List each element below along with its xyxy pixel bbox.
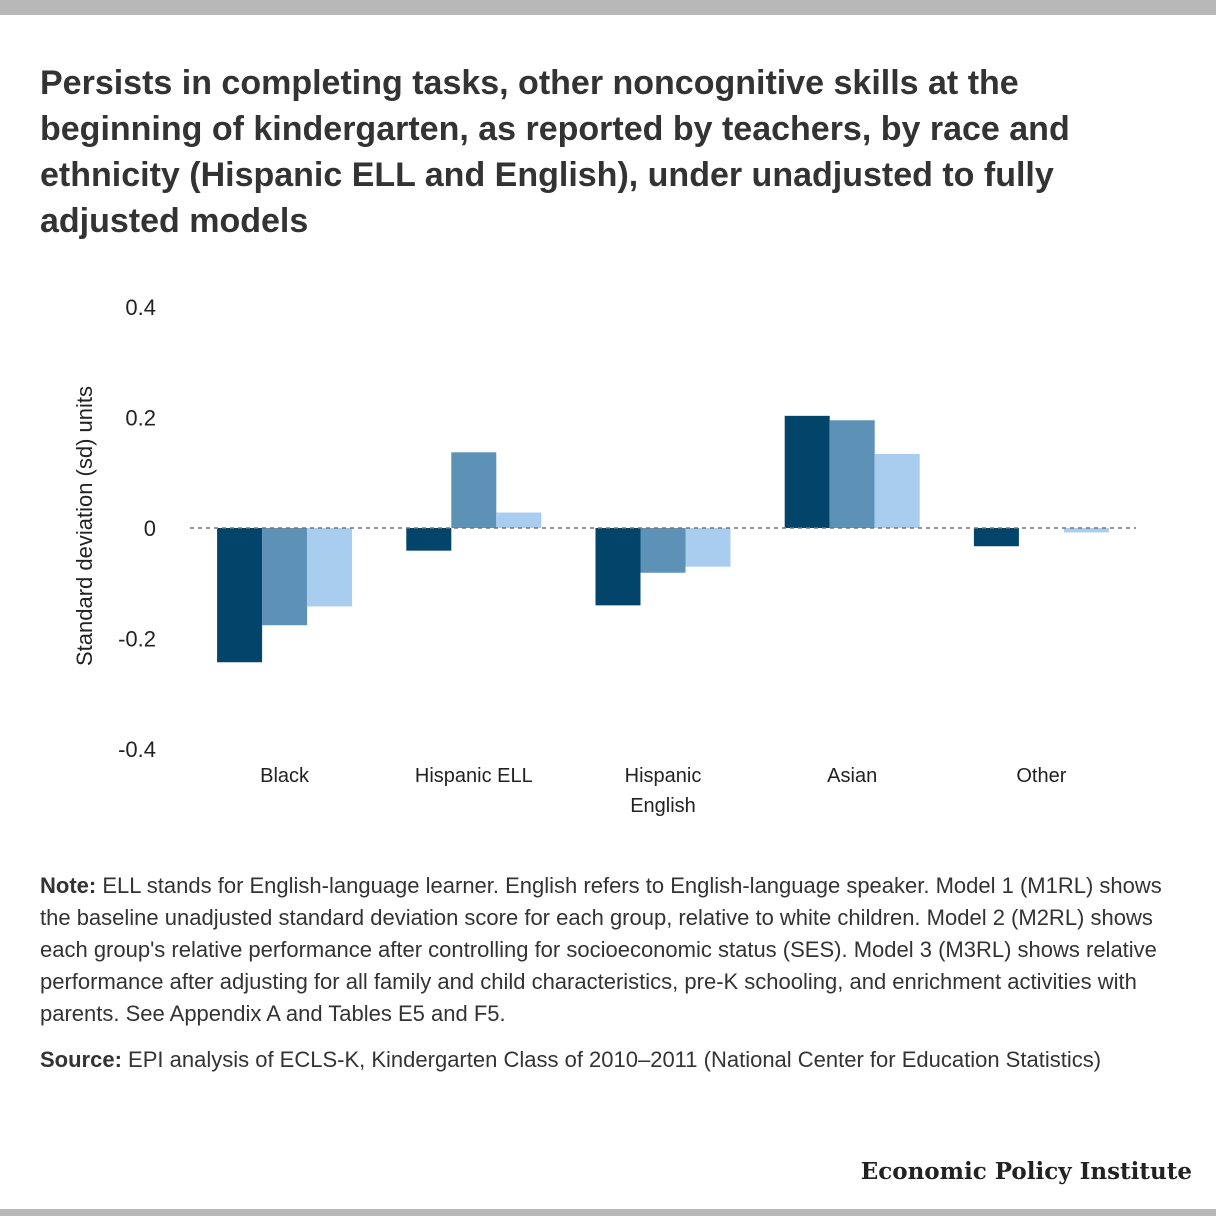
note-text: ELL stands for English-language learner.…	[40, 873, 1162, 1026]
y-tick-label: -0.2	[118, 627, 156, 652]
x-category-label: Hispanic ELL	[415, 765, 533, 787]
x-category-label: Asian	[827, 765, 877, 787]
brand-logo-text: Economic Policy Institute	[860, 1158, 1192, 1185]
source-label: Source:	[40, 1047, 122, 1072]
x-category-label: English	[630, 795, 696, 817]
chart-title: Persists in completing tasks, other nonc…	[40, 64, 1070, 240]
y-tick-label: 0.2	[125, 406, 156, 431]
y-axis-title: Standard deviation (sd) units	[72, 386, 97, 666]
y-tick-label: 0.4	[125, 295, 156, 320]
bar	[451, 452, 497, 528]
top-border-bar	[0, 0, 1216, 15]
x-category-label: Black	[260, 765, 310, 787]
x-category-label: Hispanic	[625, 765, 702, 787]
bar	[307, 528, 353, 607]
bar	[1063, 528, 1109, 533]
source-text: EPI analysis of ECLS-K, Kindergarten Cla…	[128, 1047, 1102, 1072]
bar	[685, 528, 731, 567]
bar	[595, 528, 641, 606]
notes-section: Note: ELL stands for English-language le…	[40, 870, 1180, 1076]
bar	[406, 528, 452, 551]
y-tick-label: 0	[144, 516, 156, 541]
y-tick-label: -0.4	[118, 737, 156, 762]
bar	[829, 420, 875, 528]
x-category-label: Other	[1016, 765, 1066, 787]
bar	[217, 528, 263, 663]
bottom-border-bar	[0, 1209, 1216, 1216]
bar	[262, 528, 308, 626]
bar-chart: 0.4 0.2 0 -0.2 -0.4 Standard deviation (sd) u…	[72, 295, 1136, 817]
bar	[973, 528, 1019, 547]
note-label: Note:	[40, 873, 97, 898]
bar	[874, 453, 920, 528]
bar	[640, 528, 686, 573]
bar	[496, 512, 542, 528]
bar	[784, 415, 830, 528]
note-paragraph: Note: ELL stands for English-language le…	[40, 870, 1180, 1030]
source-paragraph: Source: EPI analysis of ECLS-K, Kinderga…	[40, 1044, 1180, 1076]
